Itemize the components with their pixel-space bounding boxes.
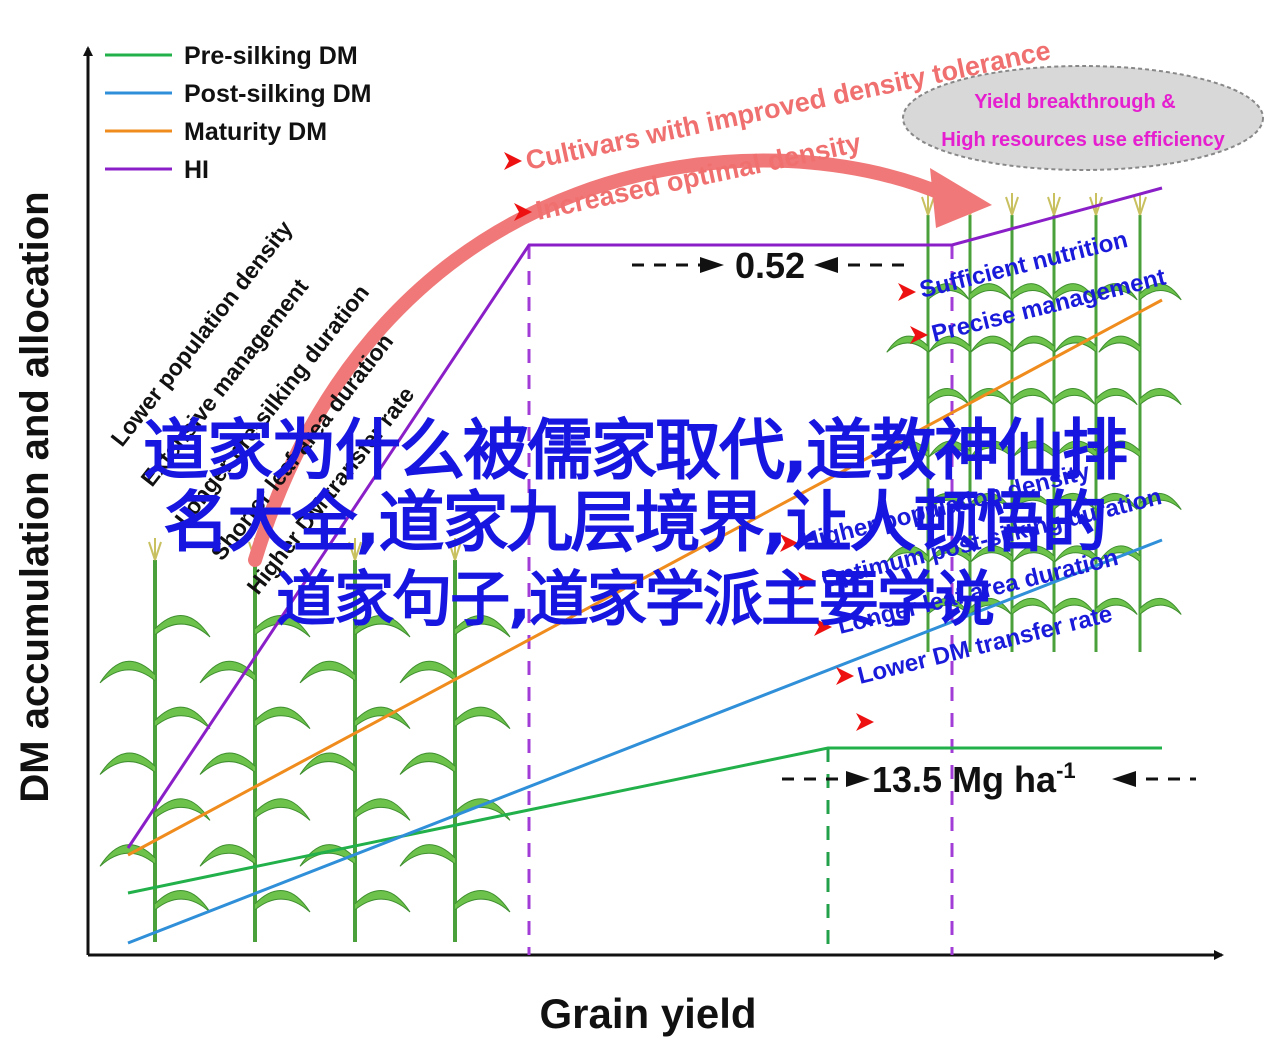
bullet-marker-icon [504,152,522,170]
series-line-post-silking-dm [127,538,1163,945]
overlay-title-line-3: 道家句子,道家学派主要学说 [276,565,995,635]
bullet-marker-icon [856,713,874,731]
y-axis-title: DM accumulation and allocation [13,191,57,802]
bullet-marker-icon [836,667,854,685]
series-line-hi [126,186,1163,849]
corn-plant-icon [299,538,411,942]
arrowhead-icon [700,257,724,273]
corn-plant-icon [970,193,1054,652]
corn-plant-icon [928,193,1012,652]
legend-label-maturity-dm: Maturity DM [184,118,327,146]
corn-plant-icon [99,538,211,942]
ellipse-line-2: High resources use efficiency [941,129,1225,151]
series-line-pre-silking-dm [127,746,1162,895]
bullet-marker-icon [780,534,798,552]
improvement-arrow [248,153,952,567]
series-line-maturity-dm [127,298,1163,857]
corn-plant-icon [886,193,970,652]
overlay-title-line-1: 道家为什么被儒家取代,道教神仙排 [142,412,1128,489]
x-axis-title: Grain yield [539,990,756,1037]
bullet-marker-icon [814,618,832,636]
hi-plateau-marker: 0.52 [632,245,906,286]
bullet-marker-icon [798,572,816,590]
legend-label-pre-silking-dm: Pre-silking DM [184,42,358,70]
arrowhead-icon [846,771,870,787]
ellipse-line-1: Yield breakthrough & [974,91,1176,113]
hi-plateau-label: 0.52 [735,245,805,286]
corn-plant-icon [199,538,311,942]
bullet-marker-icon [514,203,532,221]
yield-threshold-unit-exponent: -1 [1056,758,1076,783]
yield-breakthrough-ellipse [902,65,1264,171]
yield-threshold-label: 13.5 Mg ha-1 [872,758,1076,800]
improvement-arrow-head [930,168,992,228]
bullet-marker-icon [910,326,928,344]
legend: Pre-silking DM Post-silking DM Maturity … [105,42,372,184]
legend-label-post-silking-dm: Post-silking DM [184,80,372,108]
bullet-marker-icon [898,283,916,301]
overlay-title-line-2: 名大全,道家九层境界,让人顿悟的 [163,484,1107,561]
yield-threshold-value: 13.5 Mg ha [872,759,1057,800]
yield-threshold-marker: 13.5 Mg ha-1 [782,758,1196,800]
legend-label-hi: HI [184,156,209,184]
corn-plants-illustration [99,193,1182,942]
